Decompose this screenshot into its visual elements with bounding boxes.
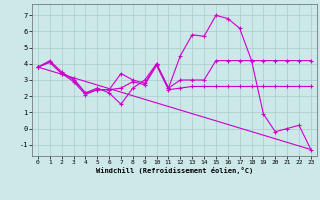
X-axis label: Windchill (Refroidissement éolien,°C): Windchill (Refroidissement éolien,°C)	[96, 167, 253, 174]
